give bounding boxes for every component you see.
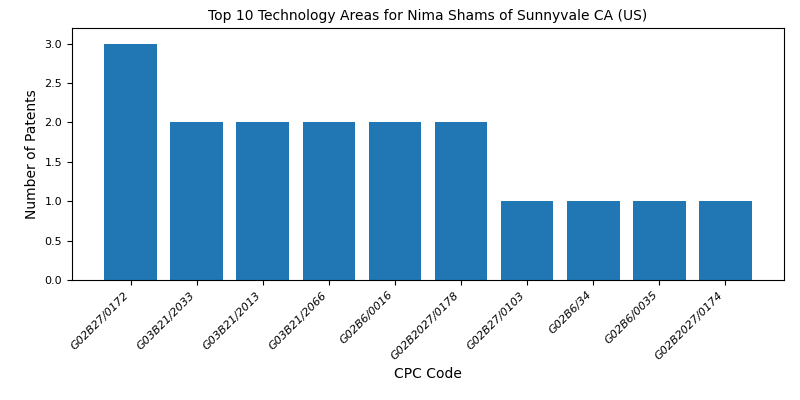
Bar	[302, 122, 355, 280]
Bar	[369, 122, 422, 280]
Title: Top 10 Technology Areas for Nima Shams of Sunnyvale CA (US): Top 10 Technology Areas for Nima Shams o…	[208, 9, 648, 23]
Bar	[237, 122, 290, 280]
X-axis label: CPC Code: CPC Code	[394, 367, 462, 381]
Bar	[633, 201, 686, 280]
Bar	[104, 44, 158, 280]
Bar	[698, 201, 752, 280]
Bar	[434, 122, 487, 280]
Bar	[501, 201, 554, 280]
Y-axis label: Number of Patents: Number of Patents	[25, 89, 39, 219]
Bar	[566, 201, 619, 280]
Bar	[170, 122, 223, 280]
